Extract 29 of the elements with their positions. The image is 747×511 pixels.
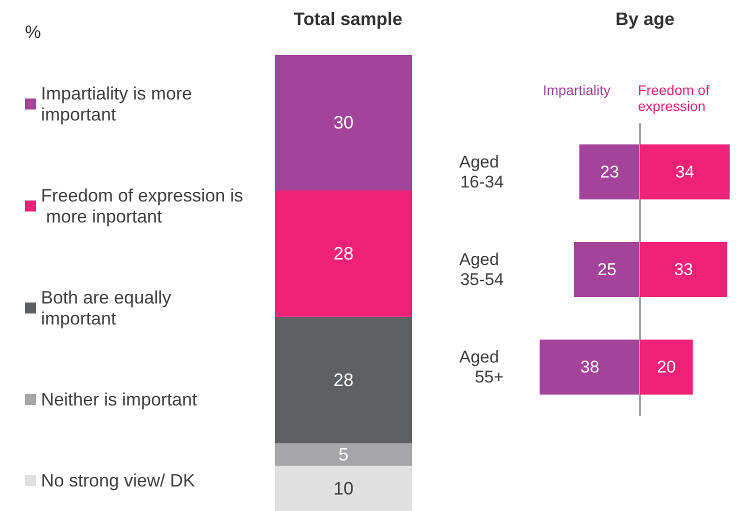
text: Impartiality: [542, 82, 611, 98]
legend-label: No strong view/ DK: [41, 470, 196, 490]
data-label: 25: [598, 260, 616, 279]
legend-label: Freedom of expression is more inportant: [41, 186, 244, 226]
legend-label: Neither is important: [41, 390, 198, 410]
chart-title: By age: [615, 9, 675, 29]
legend-label: Both are equally important: [41, 288, 176, 328]
data-label: 20: [656, 358, 676, 377]
data-label: 10: [333, 478, 354, 498]
bar: [275, 316, 412, 444]
y-tick-label: Aged 16-34: [459, 152, 504, 192]
chart-title: Total sample: [294, 9, 402, 29]
text: Freedom of expression: [638, 82, 714, 114]
data-label: 34: [675, 162, 694, 182]
bar: [275, 466, 412, 511]
legend-label: Impartiality is more important: [41, 84, 198, 124]
y-axis-title: %: [25, 22, 42, 42]
data-label: 23: [600, 162, 620, 182]
data-label: 30: [333, 112, 354, 133]
data-label: 28: [333, 244, 354, 264]
bar: [275, 55, 412, 190]
bar: [275, 190, 412, 317]
y-tick-label: Aged 55+: [459, 348, 504, 387]
data-label: 33: [674, 260, 694, 279]
data-label: 28: [333, 370, 354, 390]
y-tick-label: Aged 35-54: [459, 250, 504, 289]
data-label: 38: [580, 358, 600, 377]
bar: [275, 443, 412, 466]
data-label: 5: [338, 444, 349, 465]
